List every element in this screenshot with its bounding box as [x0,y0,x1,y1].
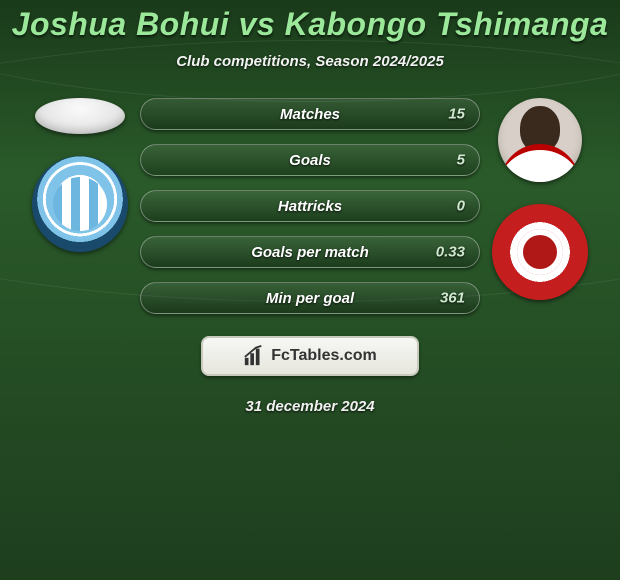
fctables-logo[interactable]: FcTables.com [201,336,419,376]
stat-label: Hattricks [141,198,479,215]
stat-row: Hattricks0 [140,190,480,222]
player-left-avatar [35,98,125,134]
right-side [480,98,600,300]
footer: FcTables.com 31 december 2024 [201,336,419,415]
stat-bars: Matches15 Goals5 Hattricks0 Goals per match… [140,98,480,314]
stat-label: Goals per match [141,244,479,261]
stat-row: Goals5 [140,144,480,176]
stat-value-right: 5 [457,152,465,169]
stat-label: Min per goal [141,290,479,307]
stat-value-right: 15 [448,106,465,123]
stat-row: Matches15 [140,98,480,130]
stat-value-right: 0 [457,198,465,215]
page-title: Joshua Bohui vs Kabongo Tshimanga [0,6,620,43]
subtitle: Club competitions, Season 2024/2025 [0,53,620,70]
club-left-crest [32,156,128,252]
stat-label: Matches [141,106,479,123]
main-row: Matches15 Goals5 Hattricks0 Goals per match… [0,98,620,314]
stat-row: Min per goal361 [140,282,480,314]
club-right-crest [492,204,588,300]
stat-value-right: 361 [440,290,465,307]
snapshot-date: 31 december 2024 [201,398,419,415]
stat-row: Goals per match0.33 [140,236,480,268]
left-side [20,98,140,252]
comparison-card: Joshua Bohui vs Kabongo Tshimanga Club c… [0,0,620,415]
bars-icon [243,345,265,367]
player-right-avatar [498,98,582,182]
logo-text: FcTables.com [271,347,377,365]
stat-value-right: 0.33 [436,244,465,261]
stat-label: Goals [141,152,479,169]
